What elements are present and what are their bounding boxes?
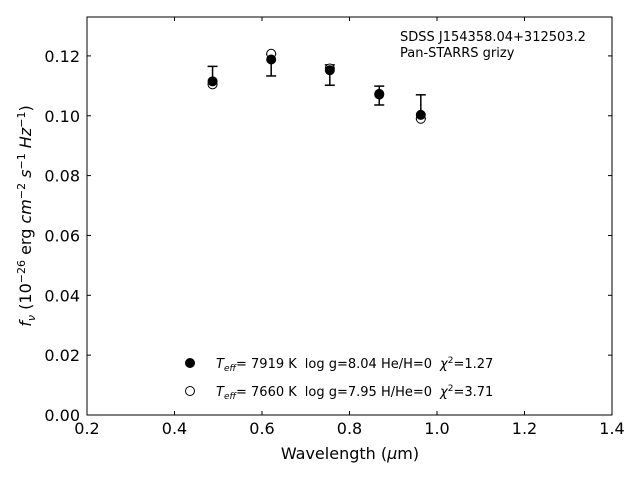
filled-circle-point	[374, 89, 385, 100]
x-tick-label: 0.2	[74, 419, 99, 438]
x-tick-label: 0.6	[249, 419, 274, 438]
x-tick-label: 1.2	[512, 419, 537, 438]
y-tick-label: 0.00	[44, 406, 80, 425]
legend-marker-open	[185, 386, 195, 396]
x-tick-label: 1.4	[599, 419, 624, 438]
observed-markers	[207, 54, 426, 120]
filled-circle-point	[415, 109, 426, 120]
x-tick-label: 0.4	[162, 419, 187, 438]
x-tick-label: 0.8	[337, 419, 362, 438]
y-tick-label: 0.08	[44, 167, 80, 186]
filled-circle-point	[324, 65, 335, 76]
filled-circle-point	[207, 76, 218, 87]
filled-circle-point	[266, 54, 277, 65]
legend-marker-filled	[185, 358, 195, 368]
error-bars	[207, 53, 426, 120]
y-tick-label: 0.04	[44, 286, 80, 305]
x-axis-label: Wavelength (μm)	[281, 444, 419, 463]
annotation-survey: Pan-STARRS grizy	[400, 46, 515, 61]
plot-frame	[86, 16, 613, 416]
annotation-target: SDSS J154358.04+312503.2	[400, 30, 586, 45]
y-tick-label: 0.12	[44, 47, 80, 66]
y-tick-label: 0.02	[44, 346, 80, 365]
y-axis-label: fν (10−26 erg cm−2 s−1 Hz−1)	[15, 105, 38, 326]
x-tick-label: 1.0	[424, 419, 449, 438]
y-tick-label: 0.10	[44, 107, 80, 126]
y-tick-label: 0.06	[44, 226, 80, 245]
axis-ticks: 0.2 0.4 0.6 0.8 1.0 1.2 1.4 0.00 0.02 0.04 0.06 0.0…	[44, 17, 625, 438]
model-markers	[207, 48, 426, 124]
